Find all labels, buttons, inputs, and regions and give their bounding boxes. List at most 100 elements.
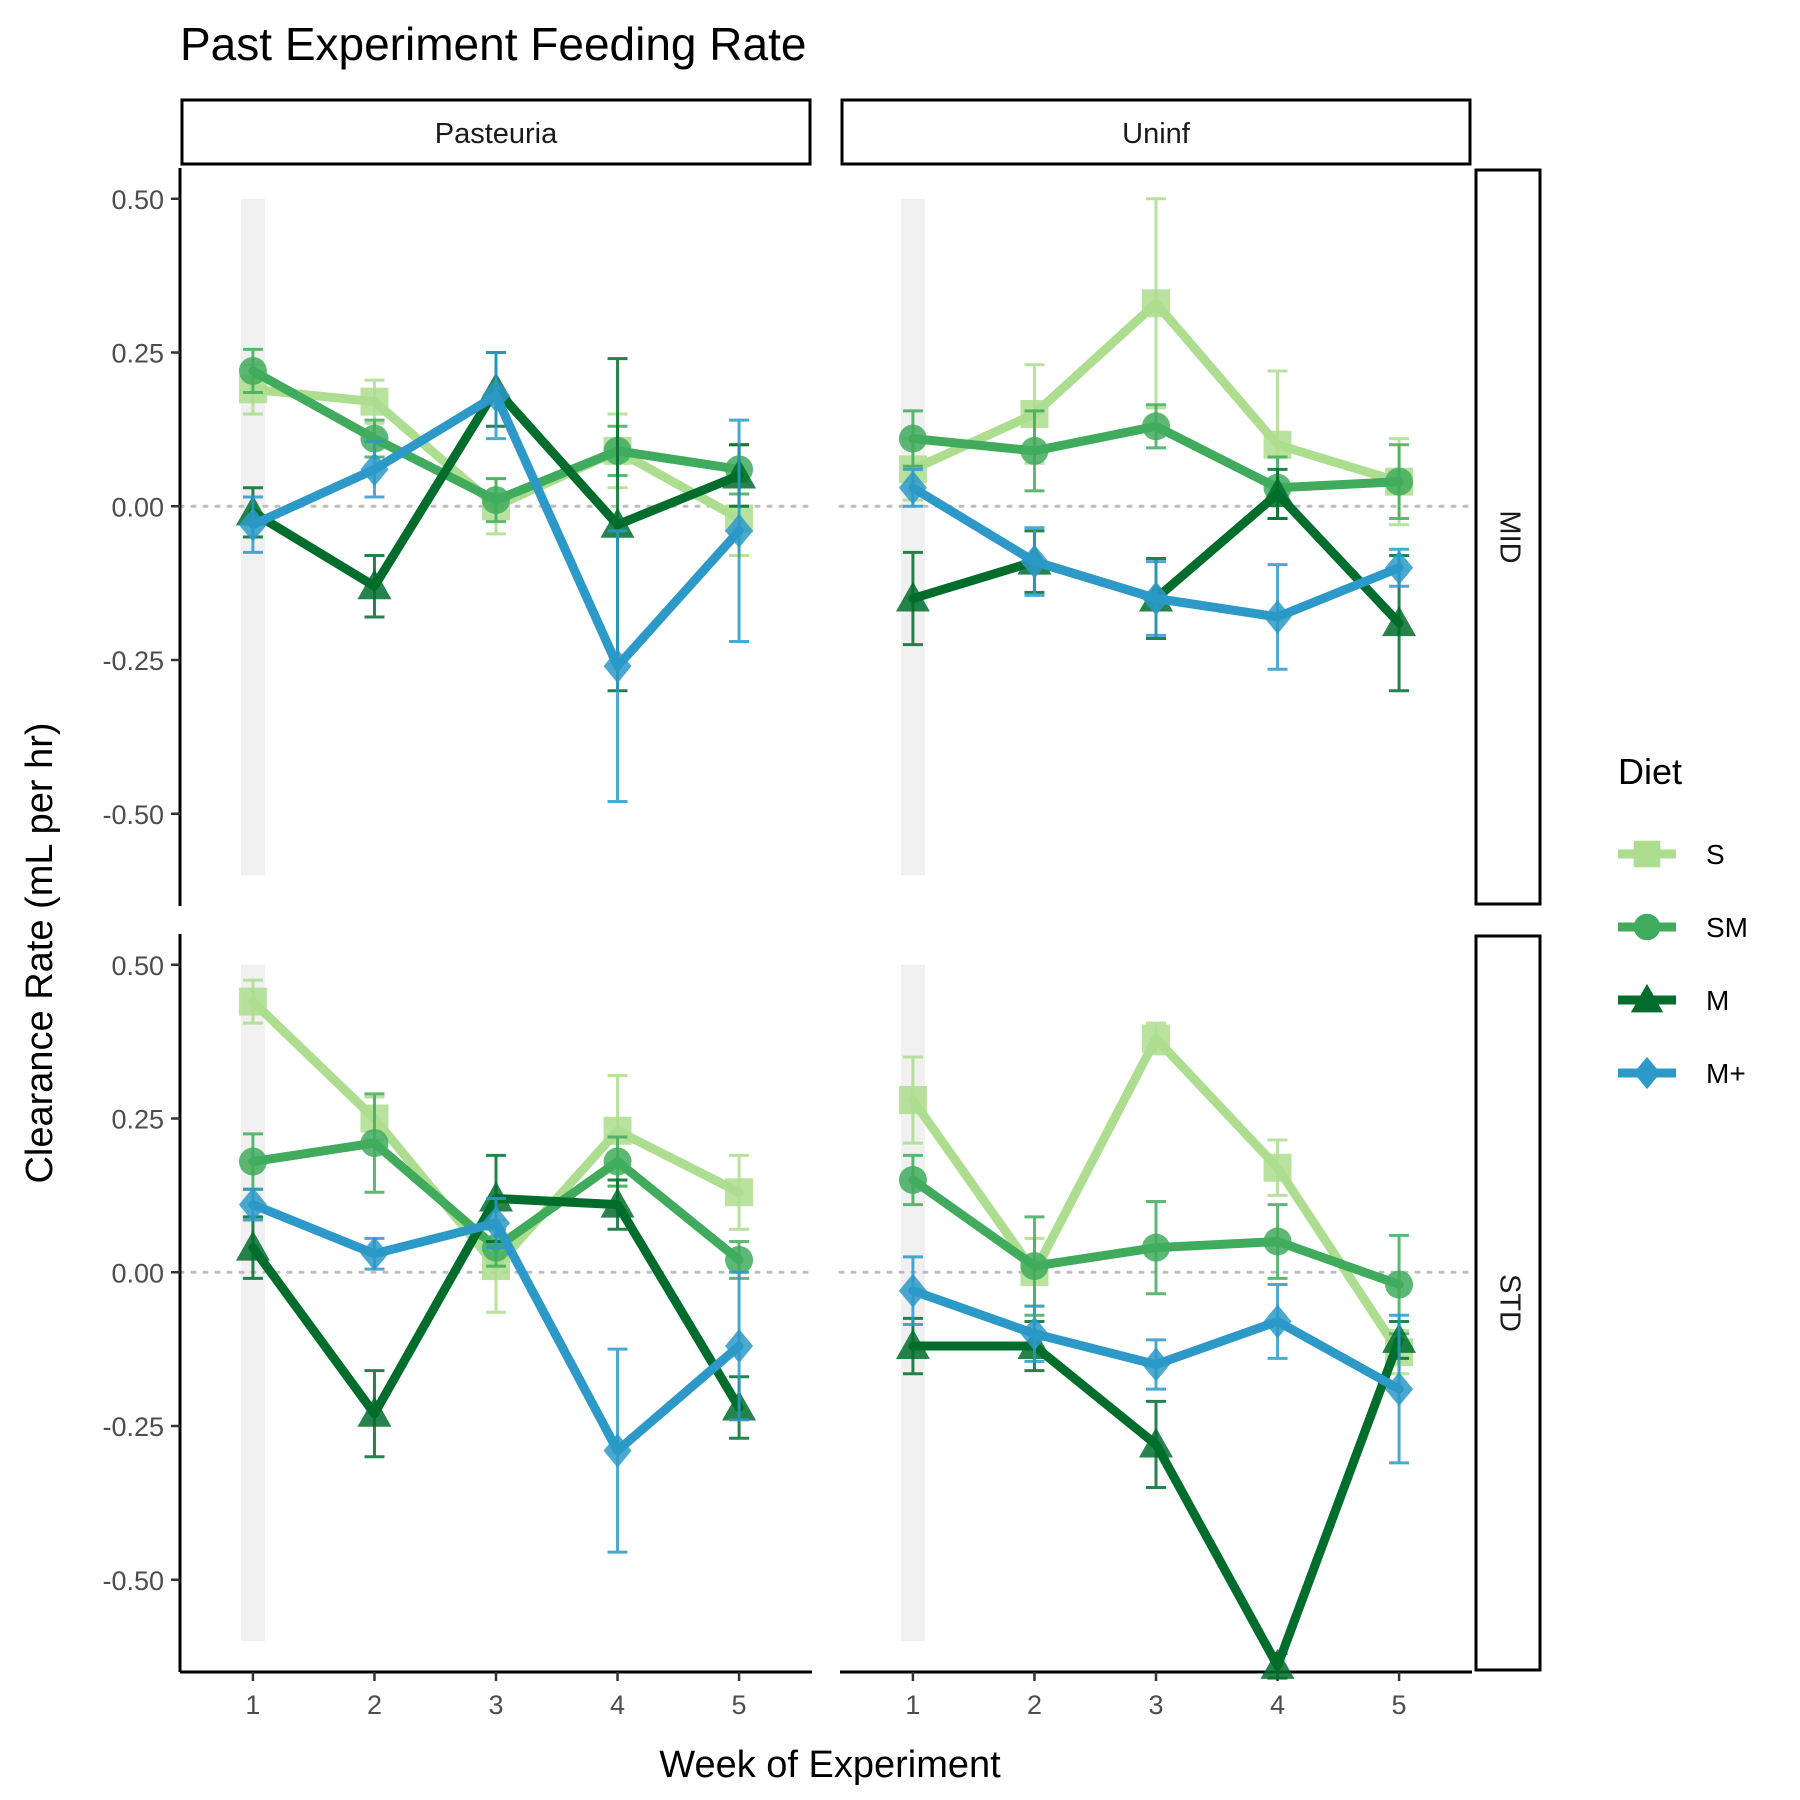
- data-point: [238, 507, 267, 542]
- strip-label: STD: [1493, 1274, 1525, 1332]
- data-point: [1263, 1153, 1292, 1182]
- data-point: [1382, 606, 1417, 637]
- data-point: [360, 1236, 389, 1271]
- series-m: [895, 1316, 1417, 1680]
- y-tick-label: -0.25: [102, 1412, 164, 1442]
- legend-item-m: M: [1618, 983, 1729, 1016]
- data-point: [1142, 581, 1170, 616]
- data-point: [360, 452, 389, 487]
- data-point: [1385, 467, 1414, 496]
- data-point: [1020, 436, 1049, 465]
- y-tick-label: -0.25: [102, 646, 164, 676]
- y-tick-label: 0.50: [111, 185, 164, 215]
- data-point: [1020, 1252, 1049, 1281]
- y-tick-label: -0.50: [102, 1566, 164, 1596]
- data-point: [1020, 1316, 1049, 1351]
- data-point: [725, 513, 754, 548]
- data-point: [238, 356, 267, 385]
- data-point: [238, 987, 267, 1016]
- legend-key-marker: [1633, 913, 1661, 941]
- facet-strip-uninf: Uninf: [840, 98, 1472, 166]
- legend-key-marker: [1630, 983, 1664, 1013]
- data-point: [1385, 1270, 1414, 1299]
- data-point: [1142, 1233, 1170, 1262]
- data-point: [360, 1129, 389, 1158]
- panel-uninf-mid: [838, 197, 1474, 876]
- data-point: [1142, 289, 1170, 318]
- data-point: [1142, 412, 1170, 441]
- legend-label: M: [1706, 985, 1729, 1016]
- series-sm: [898, 1153, 1414, 1336]
- facet-strip-pasteuria: Pasteuria: [180, 98, 812, 166]
- data-point: [898, 1273, 927, 1308]
- data-point: [482, 378, 510, 413]
- x-tick-label: 1: [905, 1690, 920, 1720]
- series-m-plus: [898, 1255, 1414, 1465]
- legend-item-s: S: [1618, 839, 1725, 870]
- data-point: [898, 1166, 927, 1194]
- week1-highlight-band: [240, 964, 265, 1642]
- legend-item-m-plus: M+: [1618, 1056, 1746, 1090]
- y-tick-label: -0.50: [102, 800, 164, 830]
- data-point: [360, 424, 389, 453]
- x-tick-label: 5: [732, 1690, 747, 1720]
- data-point: [1020, 544, 1049, 579]
- y-tick-label: 0.25: [111, 1105, 164, 1135]
- x-tick-label: 4: [1270, 1690, 1285, 1720]
- legend-label: S: [1706, 839, 1725, 870]
- x-tick-label: 5: [1392, 1690, 1407, 1720]
- x-tick-label: 1: [245, 1690, 260, 1720]
- chart-title: Past Experiment Feeding Rate: [180, 18, 806, 70]
- data-point: [895, 1329, 930, 1360]
- data-point: [603, 1433, 632, 1468]
- y-tick-label: 0.25: [111, 339, 164, 369]
- data-point: [898, 424, 927, 453]
- data-point: [898, 1086, 927, 1115]
- legend-key-marker: [1633, 840, 1661, 868]
- data-point: [1385, 1372, 1414, 1407]
- strip-box: [1474, 168, 1542, 906]
- data-point: [357, 569, 392, 600]
- y-axis-title: Clearance Rate (mL per hr): [19, 722, 61, 1183]
- panel-pasteuria-std: 0.50 0.25 0.00 -0.25 -0.50 1 2 3 4 5: [102, 934, 814, 1720]
- data-point: [1139, 1427, 1173, 1458]
- facet-strip-std: STD: [1474, 934, 1542, 1672]
- data-point: [360, 387, 389, 416]
- legend-label: M+: [1706, 1058, 1746, 1089]
- facet-strip-mid: MID: [1474, 168, 1542, 906]
- data-point: [235, 1230, 270, 1261]
- data-point: [1142, 1347, 1170, 1382]
- data-point: [600, 1187, 635, 1218]
- data-point: [357, 1396, 392, 1427]
- data-point: [1263, 599, 1292, 634]
- data-point: [482, 486, 510, 515]
- data-point: [725, 1245, 754, 1274]
- x-tick-label: 3: [488, 1690, 503, 1720]
- series-m-plus: [238, 351, 754, 803]
- facet-panels: Pasteuria Uninf MID STD 0.50 0.25 0.00 -0.25 -0.…: [102, 98, 1542, 1720]
- data-point: [603, 1147, 632, 1176]
- data-point: [238, 1187, 267, 1222]
- data-point: [1260, 476, 1295, 507]
- legend: Diet S SM M M+: [1618, 751, 1748, 1090]
- strip-label: Pasteuria: [435, 118, 558, 150]
- y-tick-label: 0.00: [111, 1258, 164, 1288]
- series-m-plus: [238, 1187, 754, 1554]
- data-point: [725, 1178, 754, 1207]
- data-point: [479, 1181, 513, 1212]
- data-point: [1142, 1024, 1170, 1053]
- data-point: [238, 1147, 267, 1176]
- data-point: [895, 581, 930, 612]
- data-point: [603, 649, 632, 684]
- series-m-plus: [898, 467, 1414, 671]
- x-tick-label: 4: [610, 1690, 625, 1720]
- x-axis-title: Week of Experiment: [659, 1744, 1001, 1786]
- data-point: [482, 1206, 510, 1241]
- series-line: [908, 1034, 1404, 1357]
- strip-box: [180, 98, 812, 166]
- y-tick-label: 0.50: [111, 951, 164, 981]
- x-tick-label: 2: [367, 1690, 382, 1720]
- data-point: [1263, 1304, 1292, 1339]
- strip-box: [840, 98, 1472, 166]
